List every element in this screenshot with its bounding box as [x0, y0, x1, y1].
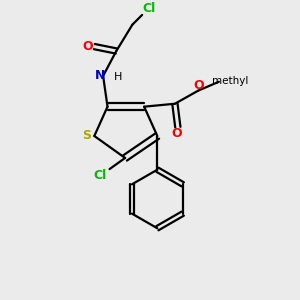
Text: Cl: Cl: [94, 169, 107, 182]
Text: Cl: Cl: [142, 2, 155, 15]
Text: O: O: [193, 79, 204, 92]
Text: methyl: methyl: [212, 76, 248, 86]
Text: H: H: [114, 72, 122, 82]
Text: O: O: [171, 127, 182, 140]
Text: S: S: [82, 129, 91, 142]
Text: O: O: [82, 40, 93, 52]
Text: N: N: [94, 69, 105, 82]
